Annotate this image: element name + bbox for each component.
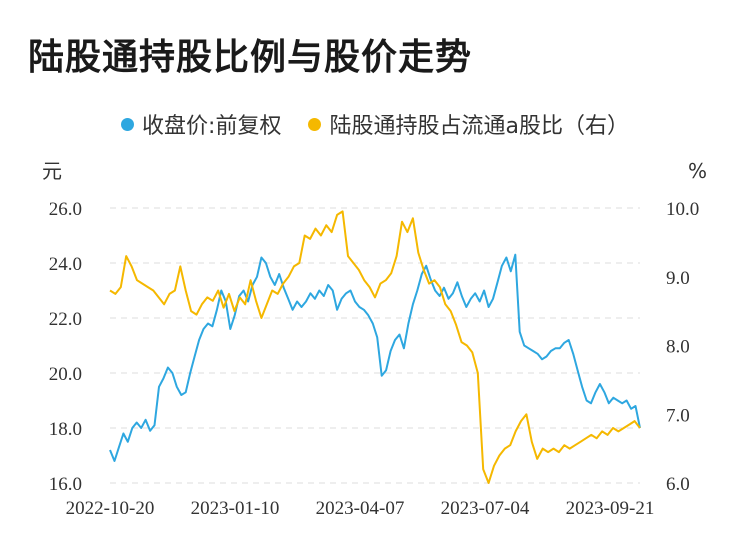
left-tick-label: 26.0	[49, 199, 82, 220]
left-tick-label: 22.0	[49, 309, 82, 330]
series-line-holding	[109, 210, 641, 484]
left-tick-label: 16.0	[49, 474, 82, 495]
left-axis-unit: 元	[42, 159, 62, 183]
legend-label-holding: 陆股通持股占流通a股比（右）	[329, 114, 629, 139]
legend-item-holding[interactable]: 陆股通持股占流通a股比（右）	[308, 108, 629, 140]
right-tick-label: 8.0	[666, 337, 690, 358]
right-tick-label: 10.0	[666, 199, 699, 220]
left-tick-label: 20.0	[49, 364, 82, 385]
legend-label-price: 收盘价:前复权	[142, 114, 282, 139]
left-tick-label: 18.0	[49, 419, 82, 440]
right-axis-unit: %	[688, 159, 707, 183]
x-tick-label: 2022-10-20	[66, 498, 155, 519]
chart-title: 陆股通持股比例与股价走势	[28, 37, 473, 78]
x-tick-label: 2023-07-04	[441, 498, 530, 519]
legend: 收盘价:前复权 陆股通持股占流通a股比（右）	[0, 108, 750, 140]
x-tick-label: 2023-04-07	[316, 498, 405, 519]
x-tick-label: 2023-09-21	[566, 498, 655, 519]
left-tick-label: 24.0	[49, 254, 82, 275]
right-tick-label: 9.0	[666, 268, 690, 289]
right-tick-label: 6.0	[666, 474, 690, 495]
legend-item-price[interactable]: 收盘价:前复权	[121, 108, 281, 140]
series-line-price	[109, 253, 641, 462]
legend-dot-holding	[308, 117, 322, 131]
legend-dot-price	[121, 117, 135, 131]
x-tick-label: 2023-01-10	[191, 498, 280, 519]
right-tick-label: 7.0	[666, 405, 690, 426]
